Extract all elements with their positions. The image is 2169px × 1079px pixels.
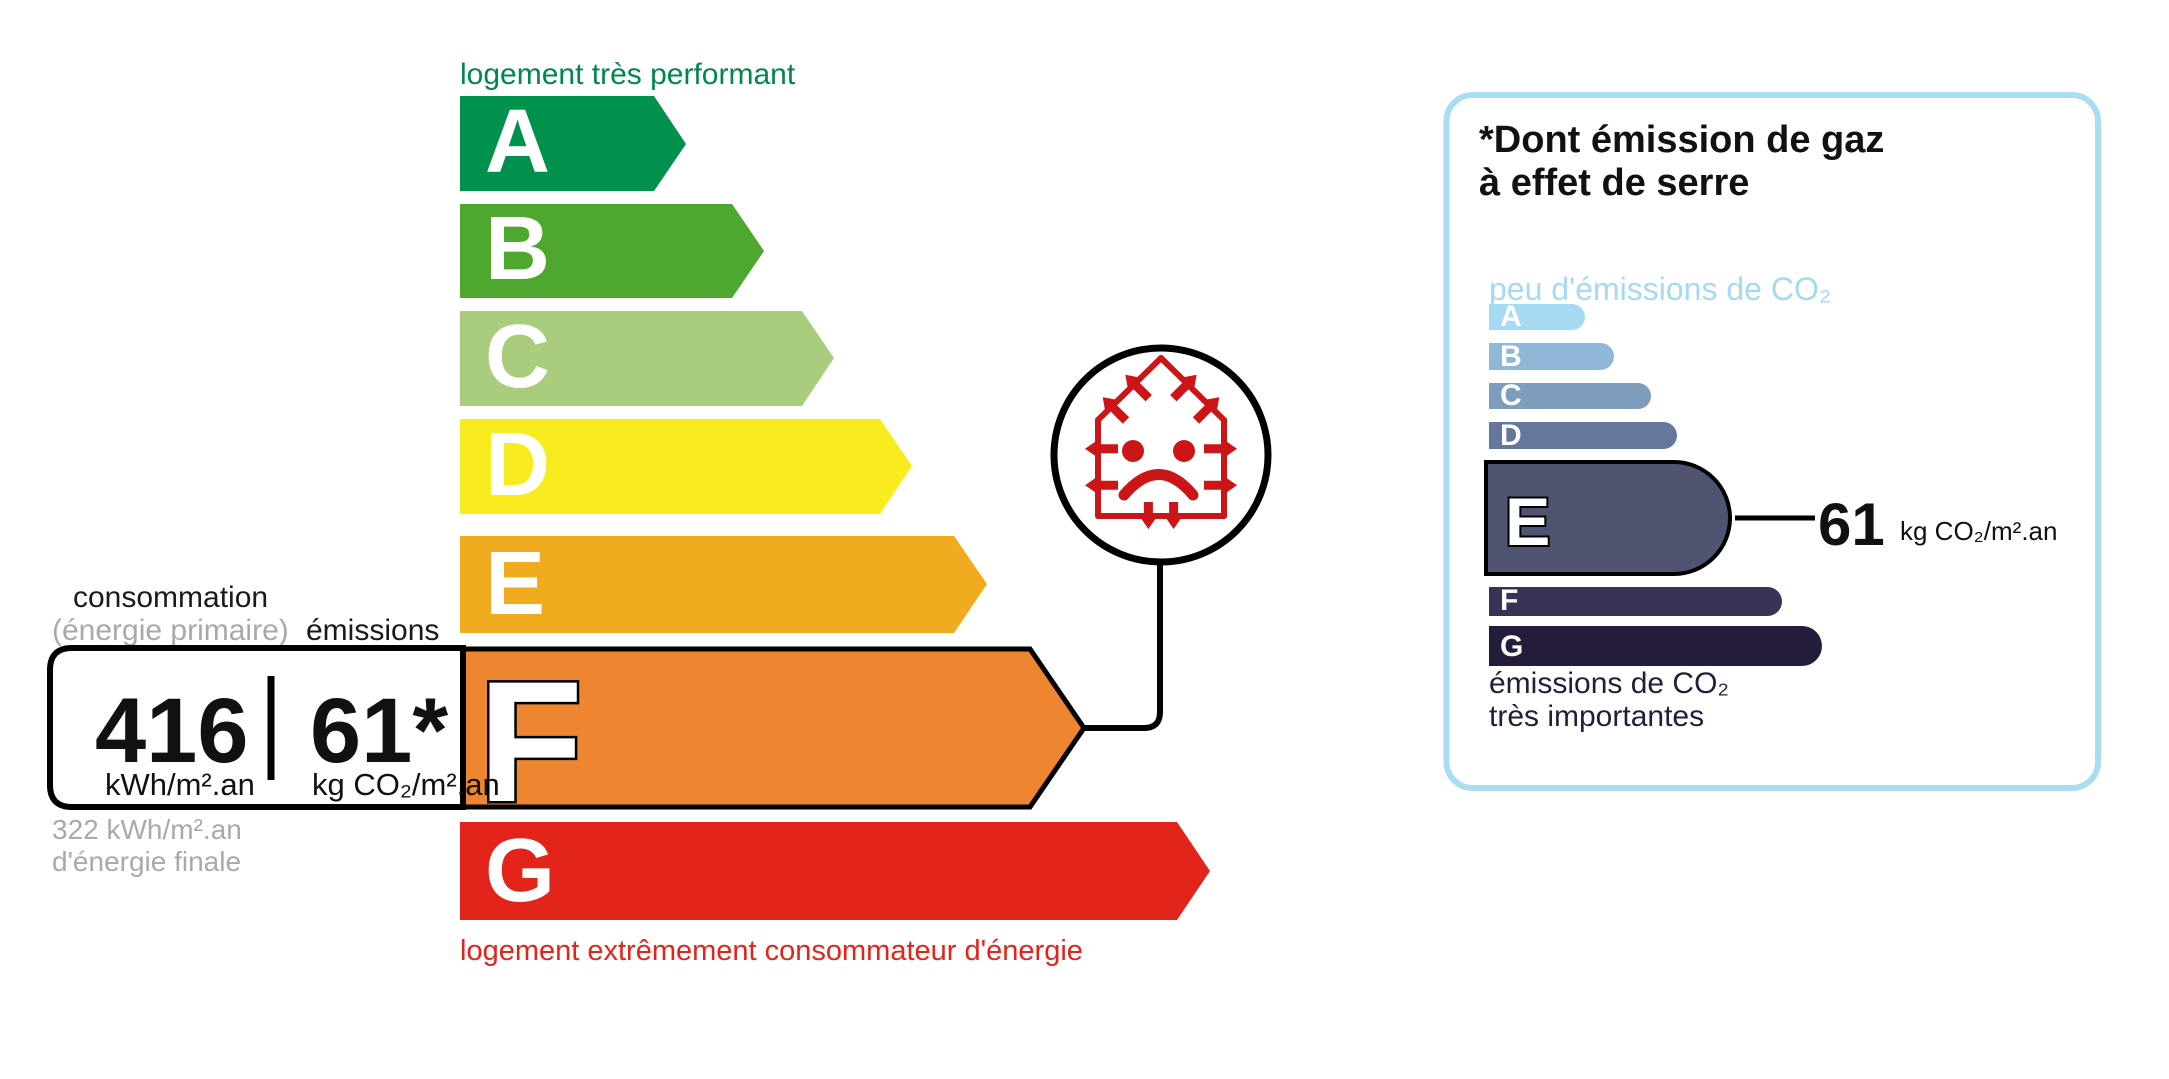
svg-text:C: C <box>1500 379 1522 412</box>
svg-text:F: F <box>478 646 583 838</box>
svg-text:kg CO₂/m².an: kg CO₂/m².an <box>312 767 500 802</box>
svg-text:E: E <box>1505 484 1550 560</box>
svg-text:kWh/m².an: kWh/m².an <box>105 767 255 802</box>
svg-text:B: B <box>485 199 550 299</box>
svg-text:F: F <box>1500 584 1518 617</box>
svg-text:G: G <box>1500 630 1523 663</box>
svg-text:à effet de serre: à effet de serre <box>1479 162 1749 204</box>
svg-text:kg CO₂/m².an: kg CO₂/m².an <box>1900 516 2057 546</box>
svg-text:*Dont émission de gaz: *Dont émission de gaz <box>1479 119 1884 161</box>
svg-text:logement extrêmement consommat: logement extrêmement consommateur d'éner… <box>460 935 1083 967</box>
svg-text:émissions de CO₂: émissions de CO₂ <box>1489 667 1729 700</box>
svg-text:(énergie primaire): (énergie primaire) <box>52 614 289 647</box>
svg-text:logement très performant: logement très performant <box>460 58 796 91</box>
svg-text:émissions: émissions <box>306 614 439 647</box>
svg-text:C: C <box>485 307 550 407</box>
svg-text:consommation: consommation <box>73 581 268 614</box>
svg-text:61: 61 <box>1818 491 1885 558</box>
svg-text:peu d'émissions de CO₂: peu d'émissions de CO₂ <box>1489 271 1831 307</box>
svg-text:A: A <box>485 92 550 192</box>
svg-text:d'énergie finale: d'énergie finale <box>52 846 241 877</box>
svg-text:G: G <box>485 821 555 921</box>
svg-text:B: B <box>1500 340 1522 373</box>
svg-text:D: D <box>485 415 550 515</box>
svg-text:E: E <box>485 534 545 634</box>
svg-text:322 kWh/m².an: 322 kWh/m².an <box>52 814 242 845</box>
svg-text:très importantes: très importantes <box>1489 700 1704 733</box>
svg-text:A: A <box>1500 300 1522 333</box>
svg-text:D: D <box>1500 419 1522 452</box>
